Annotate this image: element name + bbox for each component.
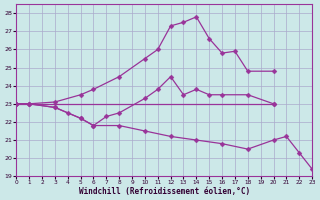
X-axis label: Windchill (Refroidissement éolien,°C): Windchill (Refroidissement éolien,°C) — [79, 187, 250, 196]
